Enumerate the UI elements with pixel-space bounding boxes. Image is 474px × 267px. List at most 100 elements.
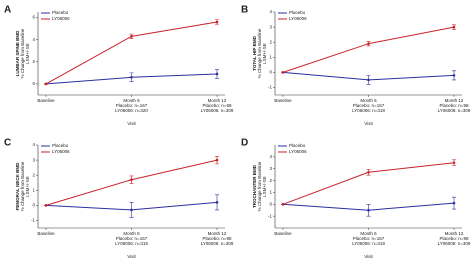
point	[130, 35, 133, 38]
y-tick-label: 1	[32, 187, 35, 192]
x-tick-note: Placebo: n=98	[203, 103, 232, 108]
point	[44, 204, 48, 207]
y-tick-label: 2	[32, 59, 35, 64]
y-axis-label: LSM+/-SE	[25, 176, 30, 197]
x-axis-label: Visit	[364, 121, 373, 126]
y-tick-label: 4	[269, 154, 272, 159]
legend-label: LY06006	[52, 16, 70, 21]
y-axis-label: % Change from Baseline	[257, 161, 262, 211]
y-axis-label: LUMBAR SPINE BMD	[15, 30, 20, 76]
point	[452, 25, 456, 29]
panel-label: A	[4, 5, 11, 16]
y-tick-label: 0	[269, 201, 272, 206]
y-tick-label: 3	[269, 24, 272, 29]
point	[452, 161, 456, 165]
x-tick-label: Month 6	[123, 231, 140, 236]
legend-label: LY06006	[289, 16, 307, 21]
y-tick-label: 3	[32, 157, 35, 162]
y-axis-label: % Change from Baseline	[20, 161, 25, 211]
point	[130, 208, 133, 212]
x-tick-note: LY06006: n=309	[438, 108, 471, 113]
y-tick-label: 0	[269, 70, 272, 75]
panel-label: C	[4, 138, 11, 149]
x-axis-label: Visit	[127, 121, 136, 126]
x-tick-note: LY06006: n=309	[201, 108, 234, 113]
y-tick-label: -1	[268, 213, 272, 218]
y-tick-label: -1	[268, 85, 272, 90]
y-tick-label: 0	[32, 81, 35, 86]
y-tick-label: 4	[269, 9, 272, 14]
panel-label: D	[241, 138, 248, 149]
x-tick-label: Month 6	[360, 98, 377, 103]
y-axis-label: LSM+/-SE	[262, 176, 267, 197]
point	[130, 75, 133, 79]
y-tick-label: 4	[32, 37, 35, 42]
y-tick-label: 6	[32, 15, 35, 20]
panel-label: B	[241, 5, 248, 16]
x-tick-label: Baseline	[37, 231, 55, 236]
y-axis-label: TROCHANTER BMD	[252, 164, 257, 208]
x-tick-note: LY06006: n=309	[201, 241, 234, 246]
y-tick-label: -1	[31, 218, 35, 223]
x-tick-label: Month 12	[208, 231, 227, 236]
point	[215, 20, 219, 24]
x-tick-label: Month 12	[208, 98, 227, 103]
x-tick-note: Placebo: n=167	[116, 236, 148, 241]
x-tick-label: Month 12	[445, 231, 464, 236]
point	[452, 74, 456, 77]
x-tick-note: LY06006: n=319	[352, 108, 385, 113]
point	[367, 208, 370, 212]
x-tick-note: LY06006: n=320	[115, 108, 148, 113]
x-axis-label: Visit	[127, 254, 136, 259]
y-tick-label: 0	[32, 203, 35, 208]
y-tick-label: 2	[32, 172, 35, 177]
y-axis-label: FEMORAL NECK BMD	[15, 162, 20, 210]
y-tick-label: 2	[269, 39, 272, 44]
point	[367, 78, 370, 82]
x-tick-note: Placebo: n=167	[353, 103, 385, 108]
y-axis-label: LSM+/-SE	[262, 43, 267, 64]
legend-label: Placebo	[289, 10, 306, 15]
y-tick-label: 4	[32, 142, 35, 147]
y-axis-label: % Change from Baseline	[20, 28, 25, 78]
x-tick-note: Placebo: n=167	[353, 236, 385, 241]
point	[452, 201, 456, 205]
point	[367, 170, 370, 174]
series-line	[282, 26, 455, 73]
x-tick-label: Month 12	[445, 98, 464, 103]
legend-label: Placebo	[289, 143, 306, 148]
x-axis-label: Visit	[364, 254, 373, 259]
x-tick-label: Month 6	[123, 98, 140, 103]
x-tick-note: LY06006: n=319	[352, 241, 385, 246]
y-axis-label: % Change from Baseline	[257, 28, 262, 78]
y-axis-label: TOTAL HIP BMD	[252, 35, 257, 70]
x-tick-label: Baseline	[274, 98, 292, 103]
legend-label: LY06006	[289, 149, 307, 154]
y-tick-label: 3	[269, 166, 272, 171]
legend-label: Placebo	[52, 143, 69, 148]
point	[44, 82, 48, 86]
x-tick-note: Placebo: n=98	[203, 236, 232, 241]
x-tick-note: LY06006: n=319	[115, 241, 148, 246]
x-tick-note: LY06006: n=309	[438, 241, 471, 246]
point	[281, 202, 285, 206]
point	[215, 72, 219, 76]
point	[367, 42, 370, 45]
y-tick-label: 1	[269, 54, 272, 59]
x-tick-label: Baseline	[274, 231, 292, 236]
x-tick-note: Placebo: n=98	[440, 103, 469, 108]
x-tick-label: Month 6	[360, 231, 377, 236]
legend-label: LY06006	[52, 149, 70, 154]
point	[215, 201, 219, 204]
point	[130, 178, 133, 182]
y-axis-label: LSM+/-SE	[25, 43, 30, 64]
point	[215, 158, 219, 162]
point	[281, 71, 285, 74]
x-tick-note: Placebo: n=98	[440, 236, 469, 241]
x-tick-label: Baseline	[37, 98, 55, 103]
x-tick-note: Placebo: n=167	[116, 103, 148, 108]
legend-label: Placebo	[52, 10, 69, 15]
y-tick-label: 1	[269, 190, 272, 195]
y-tick-label: 2	[269, 178, 272, 183]
